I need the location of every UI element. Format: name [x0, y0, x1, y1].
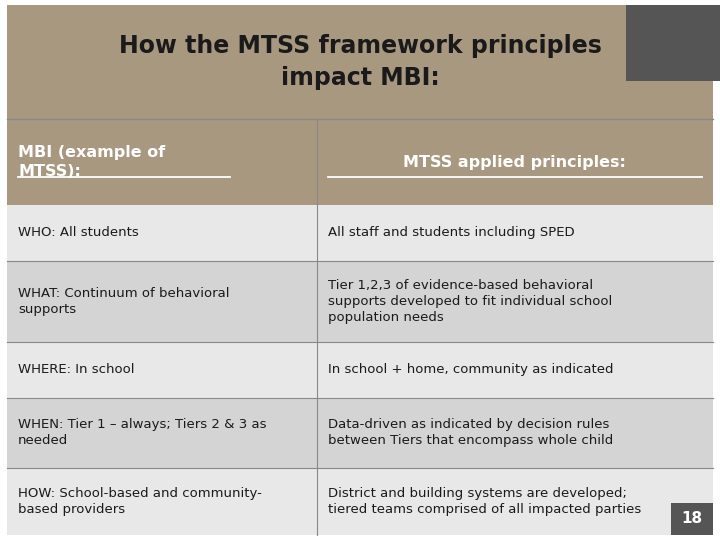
Text: MTSS applied principles:: MTSS applied principles: — [403, 154, 626, 170]
Text: All staff and students including SPED: All staff and students including SPED — [328, 226, 575, 239]
Text: WHAT: Continuum of behavioral
supports: WHAT: Continuum of behavioral supports — [18, 287, 230, 316]
Text: WHO: All students: WHO: All students — [18, 226, 139, 239]
FancyBboxPatch shape — [7, 261, 713, 342]
FancyBboxPatch shape — [7, 205, 713, 261]
Text: In school + home, community as indicated: In school + home, community as indicated — [328, 363, 613, 376]
Text: 18: 18 — [681, 511, 703, 526]
FancyBboxPatch shape — [7, 397, 713, 468]
FancyBboxPatch shape — [7, 119, 713, 205]
FancyBboxPatch shape — [626, 5, 720, 81]
Text: WHERE: In school: WHERE: In school — [18, 363, 135, 376]
Text: District and building systems are developed;
tiered teams comprised of all impac: District and building systems are develo… — [328, 487, 641, 516]
FancyBboxPatch shape — [7, 468, 713, 535]
Text: MBI (example of
MTSS):: MBI (example of MTSS): — [18, 145, 166, 179]
FancyBboxPatch shape — [7, 342, 713, 397]
Text: Data-driven as indicated by decision rules
between Tiers that encompass whole ch: Data-driven as indicated by decision rul… — [328, 418, 613, 447]
FancyBboxPatch shape — [7, 5, 713, 119]
Text: How the MTSS framework principles
impact MBI:: How the MTSS framework principles impact… — [119, 35, 601, 90]
Text: WHEN: Tier 1 – always; Tiers 2 & 3 as
needed: WHEN: Tier 1 – always; Tiers 2 & 3 as ne… — [18, 418, 266, 447]
Text: Tier 1,2,3 of evidence-based behavioral
supports developed to fit individual sch: Tier 1,2,3 of evidence-based behavioral … — [328, 279, 612, 324]
FancyBboxPatch shape — [671, 503, 713, 535]
Text: HOW: School-based and community-
based providers: HOW: School-based and community- based p… — [18, 487, 262, 516]
